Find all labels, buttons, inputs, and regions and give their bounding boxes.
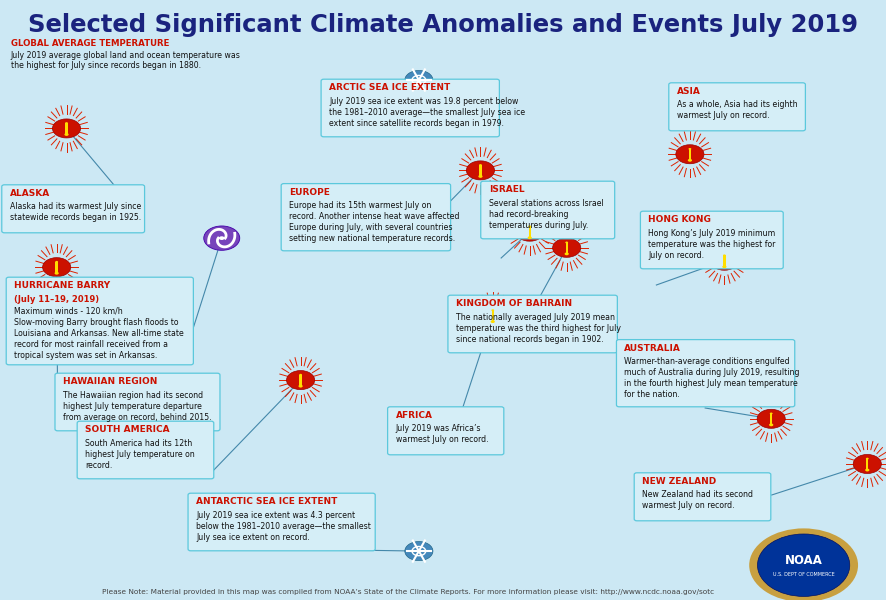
Text: U.S. DEPT OF COMMERCE: U.S. DEPT OF COMMERCE — [772, 572, 834, 577]
Text: As a whole, Asia had its eighth
warmest July on record.: As a whole, Asia had its eighth warmest … — [676, 100, 797, 120]
Text: July 2019 sea ice extent was 19.8 percent below
the 1981–2010 average—the smalle: July 2019 sea ice extent was 19.8 percen… — [329, 97, 525, 128]
Text: EUROPE: EUROPE — [289, 188, 330, 197]
Text: KINGDOM OF BAHRAIN: KINGDOM OF BAHRAIN — [455, 299, 571, 308]
Text: ARCTIC SEA ICE EXTENT: ARCTIC SEA ICE EXTENT — [329, 83, 450, 92]
Text: The nationally averaged July 2019 mean
temperature was the third highest for Jul: The nationally averaged July 2019 mean t… — [455, 313, 620, 344]
Text: ISRAEL: ISRAEL — [488, 185, 524, 194]
Text: The Hawaiian region had its second
highest July temperature departure
from avera: The Hawaiian region had its second highe… — [63, 391, 212, 422]
Text: South America had its 12th
highest July temperature on
record.: South America had its 12th highest July … — [85, 439, 195, 470]
Text: Selected Significant Climate Anomalies and Events July 2019: Selected Significant Climate Anomalies a… — [28, 13, 858, 37]
Text: July 2019 average global land and ocean temperature was
the highest for July sin: July 2019 average global land and ocean … — [11, 51, 240, 70]
Text: SOUTH AMERICA: SOUTH AMERICA — [85, 425, 169, 434]
Text: New Zealand had its second
warmest July on record.: New Zealand had its second warmest July … — [641, 490, 752, 510]
Text: Hong Kong’s July 2019 minimum
temperature was the highest for
July on record.: Hong Kong’s July 2019 minimum temperatur… — [648, 229, 775, 260]
Text: Alaska had its warmest July since
statewide records began in 1925.: Alaska had its warmest July since statew… — [10, 202, 141, 222]
Text: Please Note: Material provided in this map was compiled from NOAA’s State of the: Please Note: Material provided in this m… — [102, 589, 713, 595]
Text: AFRICA: AFRICA — [395, 411, 432, 420]
Text: NEW ZEALAND: NEW ZEALAND — [641, 477, 716, 486]
Text: July 2019 was Africa’s
warmest July on record.: July 2019 was Africa’s warmest July on r… — [395, 424, 487, 444]
Text: July 2019 sea ice extent was 4.3 percent
below the 1981–2010 average—the smalles: July 2019 sea ice extent was 4.3 percent… — [196, 511, 370, 542]
Text: HAWAIIAN REGION: HAWAIIAN REGION — [63, 377, 157, 386]
Text: GLOBAL AVERAGE TEMPERATURE: GLOBAL AVERAGE TEMPERATURE — [11, 39, 169, 48]
Text: NOAA: NOAA — [784, 554, 821, 567]
Text: ANTARCTIC SEA ICE EXTENT: ANTARCTIC SEA ICE EXTENT — [196, 497, 337, 506]
Text: (July 11–19, 2019): (July 11–19, 2019) — [14, 295, 99, 304]
Text: HURRICANE BARRY: HURRICANE BARRY — [14, 281, 110, 290]
Text: Warmer-than-average conditions engulfed
much of Australia during July 2019, resu: Warmer-than-average conditions engulfed … — [624, 357, 799, 400]
Text: AUSTRALIA: AUSTRALIA — [624, 344, 680, 353]
Text: Maximum winds - 120 km/h
Slow-moving Barry brought flash floods to
Louisiana and: Maximum winds - 120 km/h Slow-moving Bar… — [14, 307, 183, 360]
Text: Several stations across Israel
had record-breaking
temperatures during July.: Several stations across Israel had recor… — [488, 199, 602, 230]
Text: ALASKA: ALASKA — [10, 189, 50, 198]
Text: ASIA: ASIA — [676, 87, 700, 96]
Text: HONG KONG: HONG KONG — [648, 215, 711, 224]
Text: Europe had its 15th warmest July on
record. Another intense heat wave affected
E: Europe had its 15th warmest July on reco… — [289, 201, 459, 244]
